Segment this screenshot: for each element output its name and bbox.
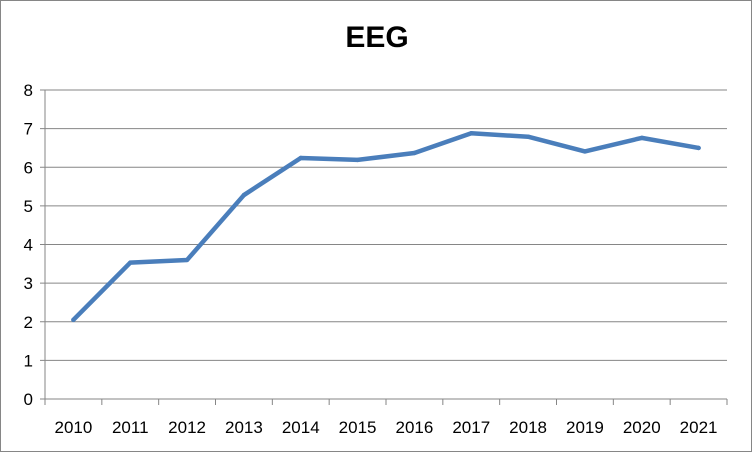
x-tick-label: 2019 <box>566 418 604 437</box>
y-tick-label: 8 <box>24 81 33 100</box>
data-point-2020 <box>639 135 644 141</box>
y-tick-label: 1 <box>24 351 33 370</box>
data-point-2015 <box>355 157 360 163</box>
y-tick-label: 4 <box>24 236 33 255</box>
chart-title: EEG <box>345 21 409 54</box>
data-point-2011 <box>128 260 133 265</box>
y-tick-label: 2 <box>24 313 33 332</box>
y-tick-label: 7 <box>24 120 33 139</box>
y-tick-label: 6 <box>24 158 33 177</box>
data-point-2010 <box>71 317 76 323</box>
data-point-2017 <box>469 131 474 136</box>
data-point-2013 <box>241 192 247 198</box>
x-tick-label: 2015 <box>339 418 377 437</box>
data-point-2019 <box>582 149 588 154</box>
x-tick-label: 2014 <box>282 418 320 437</box>
y-tick-label: 5 <box>24 197 33 216</box>
x-tick-label: 2010 <box>55 418 93 437</box>
x-tick-label: 2021 <box>680 418 718 437</box>
data-point-2012 <box>184 257 190 263</box>
y-tick-label: 0 <box>24 390 33 409</box>
y-tick-label: 3 <box>24 274 33 293</box>
data-point-2014 <box>298 155 303 161</box>
data-point-2021 <box>696 145 701 151</box>
x-tick-label: 2011 <box>112 418 149 437</box>
x-tick-label: 2012 <box>168 418 206 437</box>
data-point-2018 <box>525 134 531 139</box>
x-tick-label: 2016 <box>396 418 434 437</box>
series-line <box>71 131 701 323</box>
data-point-2016 <box>412 150 417 156</box>
x-tick-label: 2020 <box>623 418 661 437</box>
x-tick-label: 2013 <box>225 418 263 437</box>
x-tick-label: 2017 <box>452 418 490 437</box>
x-tick-label: 2018 <box>509 418 547 437</box>
